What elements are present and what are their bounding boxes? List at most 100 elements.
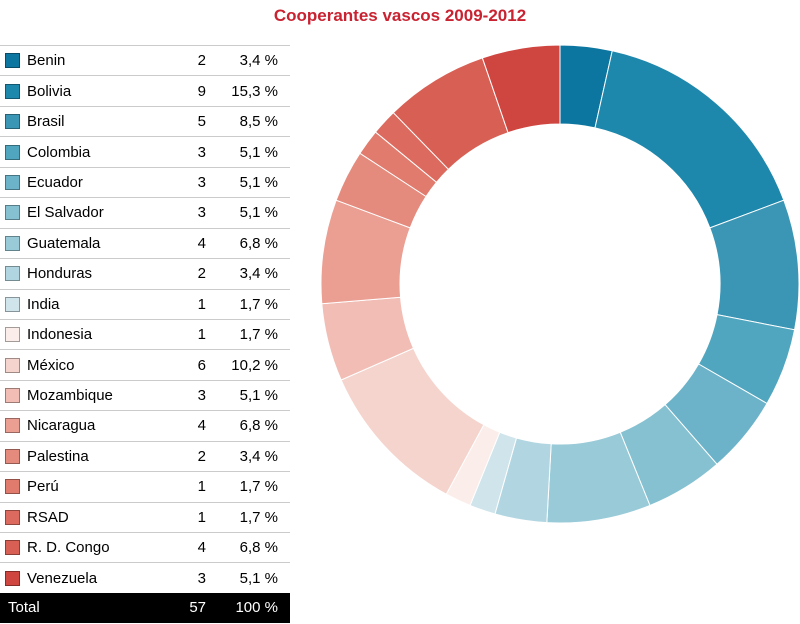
donut-slice-bolivia[interactable] [594,50,785,229]
legend-row[interactable]: El Salvador 3 5,1 % [0,197,290,227]
legend-count: 1 [197,478,206,496]
legend-row[interactable]: Venezuela 3 5,1 % [0,562,290,592]
legend-swatch [5,266,20,282]
legend-percent: 5,1 % [239,173,278,191]
legend-row[interactable]: Palestina 2 3,4 % [0,440,290,471]
legend-count: 2 [197,52,206,70]
legend-label: Mozambique [27,387,113,405]
legend-count: 4 [197,539,206,557]
legend-row[interactable]: Colombia 3 5,1 % [0,136,290,166]
legend-count: 3 [197,387,206,405]
legend-row[interactable]: Perú 1 1,7 % [0,471,290,501]
donut-slice-venezuela[interactable] [481,44,561,134]
total-percent: 100 % [235,599,278,617]
legend-percent: 1,7 % [239,326,278,344]
legend-swatch [5,479,20,495]
legend-label: RSAD [27,508,69,526]
legend-swatch [5,327,20,343]
legend-swatch [5,388,20,404]
legend-count: 1 [197,326,206,344]
legend-row[interactable]: Indonesia 1 1,7 % [0,318,290,349]
legend-count: 5 [197,113,206,131]
legend-swatch [5,570,20,586]
legend-row[interactable]: Benin 2 3,4 % [0,45,290,75]
legend-swatch [5,296,20,312]
legend-label: Benin [27,52,66,70]
legend-row[interactable]: R. D. Congo 4 6,8 % [0,532,290,562]
legend-swatch [5,83,20,99]
legend-row[interactable]: Nicaragua 4 6,8 % [0,410,290,440]
legend-percent: 10,2 % [231,356,278,374]
legend-percent: 3,4 % [239,447,278,465]
legend-label: El Salvador [27,204,104,222]
legend-swatch [5,174,20,190]
legend-label: India [27,295,60,313]
legend-row[interactable]: Bolivia 9 15,3 % [0,75,290,105]
legend-percent: 6,8 % [239,417,278,435]
legend-label: Perú [27,478,59,496]
legend-label: Honduras [27,265,93,283]
legend-swatch [5,418,20,434]
legend-swatch [5,53,20,69]
legend-label: Brasil [27,113,65,131]
legend-percent: 3,4 % [239,265,278,283]
legend-table: Benin 2 3,4 % Bolivia 9 15,3 % Brasil 5 8,5 % Col… [0,45,290,623]
legend-label: Palestina [27,447,89,465]
legend-swatch [5,235,20,251]
legend-count: 2 [197,447,206,465]
legend-row[interactable]: Ecuador 3 5,1 % [0,166,290,197]
legend-count: 2 [197,265,206,283]
legend-swatch [5,357,20,373]
legend-swatch [5,144,20,160]
legend-row[interactable]: Mozambique 3 5,1 % [0,379,290,410]
total-count: 57 [189,599,206,617]
legend-label: Colombia [27,143,91,161]
legend-percent: 8,5 % [239,113,278,131]
legend-label: R. D. Congo [27,539,110,557]
legend-swatch [5,114,20,130]
legend-percent: 1,7 % [239,295,278,313]
legend-count: 3 [197,143,206,161]
legend-percent: 6,8 % [239,234,278,252]
legend-row[interactable]: Brasil 5 8,5 % [0,105,290,136]
page-title: Cooperantes vascos 2009-2012 [273,6,527,25]
legend-count: 3 [197,173,206,191]
donut-svg [320,44,800,524]
legend-count: 4 [197,234,206,252]
legend-swatch [5,509,20,525]
total-label: Total [8,599,40,617]
legend-row[interactable]: Honduras 2 3,4 % [0,258,290,288]
legend-percent: 6,8 % [239,539,278,557]
legend-label: Ecuador [27,173,83,191]
legend-label: Indonesia [27,326,93,344]
legend-percent: 1,7 % [239,478,278,496]
legend-percent: 5,1 % [239,387,278,405]
legend-percent: 5,1 % [239,569,278,587]
legend-swatch [5,205,20,221]
legend-label: Guatemala [27,234,101,252]
legend-row[interactable]: RSAD 1 1,7 % [0,501,290,532]
legend-label: Bolivia [27,82,72,100]
legend-count: 4 [197,417,206,435]
legend-rows: Benin 2 3,4 % Bolivia 9 15,3 % Brasil 5 8,5 % Col… [0,45,290,593]
legend-label: Nicaragua [27,417,96,435]
legend-percent: 3,4 % [239,52,278,70]
legend-total-row: Total 57 100 % [0,592,290,623]
legend-count: 1 [197,508,206,526]
legend-count: 3 [197,569,206,587]
legend-row[interactable]: India 1 1,7 % [0,288,290,319]
legend-label: Venezuela [27,569,98,587]
legend-percent: 1,7 % [239,508,278,526]
donut-chart [320,44,800,524]
legend-percent: 5,1 % [239,204,278,222]
legend-swatch [5,540,20,556]
legend-percent: 15,3 % [231,82,278,100]
legend-swatch [5,448,20,464]
legend-row[interactable]: México 6 10,2 % [0,349,290,379]
legend-label: México [27,356,75,374]
legend-row[interactable]: Guatemala 4 6,8 % [0,227,290,258]
legend-percent: 5,1 % [239,143,278,161]
legend-count: 1 [197,295,206,313]
legend-count: 6 [197,356,206,374]
